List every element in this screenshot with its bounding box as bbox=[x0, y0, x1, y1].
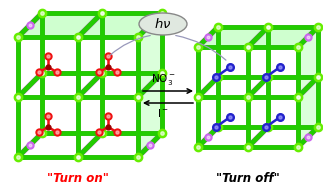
Polygon shape bbox=[198, 47, 298, 147]
Polygon shape bbox=[138, 13, 162, 157]
Polygon shape bbox=[18, 37, 138, 157]
Text: $\mathregular{NO_3^-}$: $\mathregular{NO_3^-}$ bbox=[151, 72, 175, 87]
Text: $h\nu$: $h\nu$ bbox=[154, 17, 172, 31]
Text: $\mathregular{I^-}$: $\mathregular{I^-}$ bbox=[157, 107, 169, 119]
Text: "Turn on": "Turn on" bbox=[47, 171, 109, 184]
Ellipse shape bbox=[139, 13, 187, 35]
Polygon shape bbox=[298, 27, 318, 147]
Polygon shape bbox=[198, 27, 318, 47]
Text: "Turn off": "Turn off" bbox=[216, 171, 280, 184]
Polygon shape bbox=[18, 13, 162, 37]
